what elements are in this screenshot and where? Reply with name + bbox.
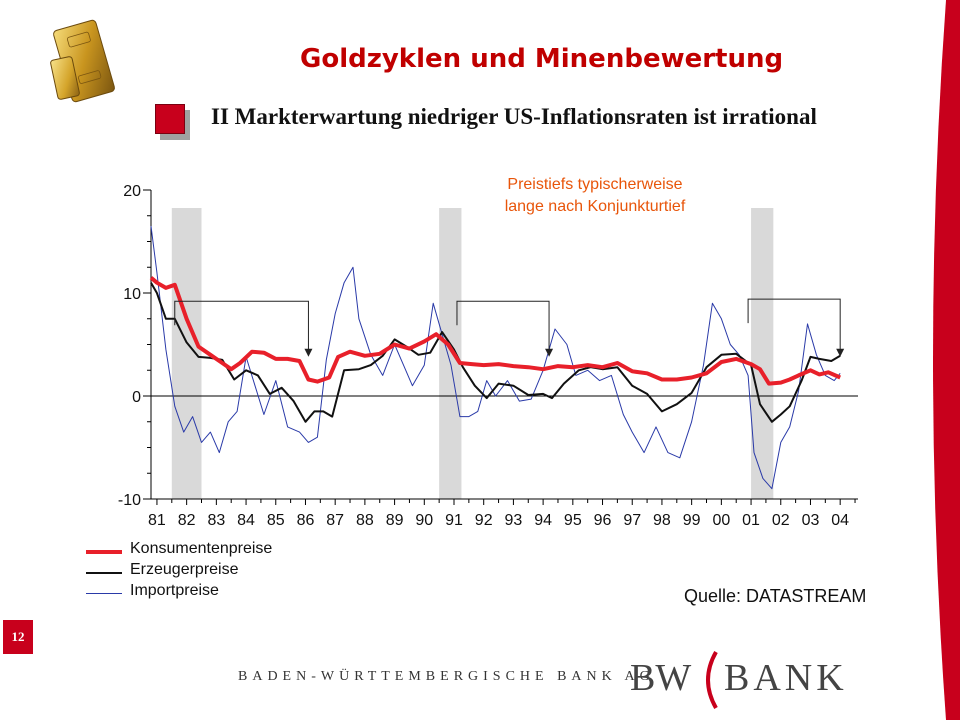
- legend-label-producer: Erzeugerpreise: [130, 561, 239, 578]
- legend-swatch-import: [86, 593, 122, 594]
- bracket-1: [456, 300, 550, 355]
- logo-bracket-icon: [706, 651, 718, 709]
- x-tick-label: 96: [594, 512, 612, 529]
- x-tick-label: 01: [742, 512, 760, 529]
- chart-annotation: Preistiefs typischerweise lange nach Kon…: [470, 174, 720, 218]
- x-tick-label: 89: [386, 512, 404, 529]
- x-tick-label: 83: [207, 512, 225, 529]
- logo-text-left: BW: [630, 657, 692, 699]
- bracket-arrow-0: [304, 348, 313, 357]
- inflation-chart: 20 10 0 -10 81 82 83 84 85 86 87 88 89 90 91 92 93 94 95 96…: [118, 183, 858, 529]
- page-title: Goldzyklen und Minenbewertung: [300, 44, 784, 74]
- x-tick-label: 04: [831, 512, 849, 529]
- logo-text-right: BANK: [724, 657, 848, 699]
- x-tick-label: 00: [712, 512, 730, 529]
- x-tick-label: 99: [683, 512, 701, 529]
- series-line-producer: [150, 282, 841, 423]
- x-tick-label: 86: [297, 512, 315, 529]
- x-tick-label: 97: [623, 512, 641, 529]
- bw-bank-logo: BW BANK: [630, 650, 844, 710]
- x-tick-label: 02: [772, 512, 790, 529]
- x-tick-label: 88: [356, 512, 374, 529]
- x-tick-label: 85: [267, 512, 285, 529]
- y-tick-label: -10: [118, 492, 141, 509]
- x-tick-label: 87: [326, 512, 344, 529]
- legend-label-consumer: Konsumentenpreise: [130, 540, 273, 557]
- page-subtitle: II Markterwartung niedriger US-Inflation…: [211, 104, 817, 129]
- gold-bars-icon: [50, 19, 115, 103]
- annotation-line-2: lange nach Konjunkturtief: [504, 198, 686, 215]
- bracket-2: [747, 298, 841, 355]
- x-tick-label: 90: [415, 512, 433, 529]
- legend-swatch-consumer: [86, 550, 122, 554]
- series-line-consumer: [149, 276, 842, 386]
- x-tick-label: 81: [148, 512, 166, 529]
- footer-bank-name: BADEN-WÜRTTEMBERGISCHE BANK AG: [238, 669, 655, 684]
- recession-band-0: [171, 208, 202, 499]
- legend-label-import: Importpreise: [130, 582, 219, 599]
- y-tick-label: 10: [123, 286, 141, 303]
- page-number: 12: [3, 620, 33, 654]
- x-tick-label: 94: [534, 512, 552, 529]
- y-tick-label: 0: [132, 389, 141, 406]
- x-tick-label: 92: [475, 512, 493, 529]
- source-label: Quelle: DATASTREAM: [684, 586, 867, 606]
- x-tick-label: 82: [178, 512, 196, 529]
- x-tick-label: 93: [505, 512, 523, 529]
- decorative-red-arc: [933, 0, 960, 720]
- x-tick-label: 84: [237, 512, 255, 529]
- bracket-arrow-2: [836, 348, 845, 357]
- recession-band-1: [439, 208, 462, 499]
- x-tick-label: 91: [445, 512, 463, 529]
- bracket-arrow-1: [545, 348, 554, 357]
- x-tick-label: 95: [564, 512, 582, 529]
- bullet-square-icon: [155, 104, 190, 140]
- legend-swatch-producer: [86, 572, 122, 574]
- annotation-line-1: Preistiefs typischerweise: [507, 176, 683, 193]
- recession-band-2: [751, 208, 774, 499]
- bracket-0: [174, 300, 309, 355]
- x-tick-label: 98: [653, 512, 671, 529]
- y-tick-label: 20: [123, 183, 141, 200]
- x-tick-label: 03: [802, 512, 820, 529]
